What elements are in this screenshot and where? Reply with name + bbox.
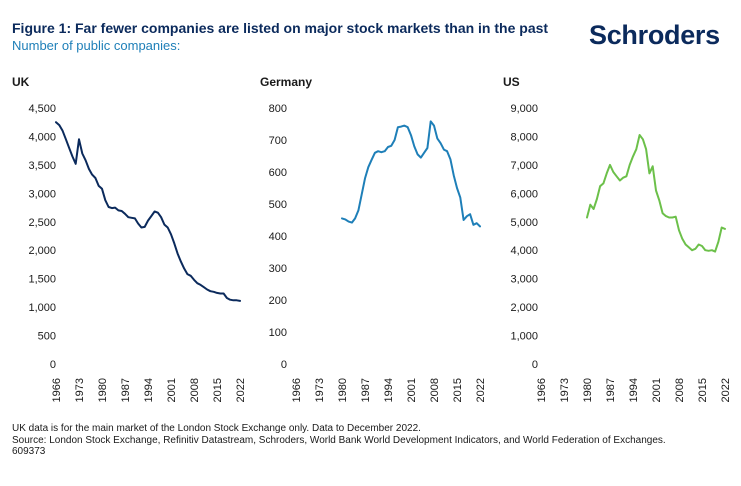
uk-y-tick-label: 4,500	[28, 103, 56, 115]
germany-x-tick-label: 1994	[383, 378, 395, 402]
germany-x-tick-label: 1973	[314, 378, 326, 402]
us-y-tick-label: 7,000	[510, 160, 538, 172]
us-x-tick-label: 2008	[674, 378, 686, 402]
us-y-tick-label: 0	[532, 359, 538, 371]
uk-x-tick-label: 1987	[120, 378, 132, 402]
germany-y-tick-label: 400	[269, 231, 287, 243]
us-x-tick-label: 2001	[651, 378, 663, 402]
uk-y-tick-label: 2,000	[28, 245, 56, 257]
uk-x-tick-label: 2008	[189, 378, 201, 402]
germany-x-tick-label: 2022	[475, 378, 487, 402]
us-y-tick-label: 8,000	[510, 131, 538, 143]
us-y-tick-label: 3,000	[510, 274, 538, 286]
germany-y-tick-label: 200	[269, 295, 287, 307]
germany-y-tick-label: 600	[269, 167, 287, 179]
germany-series-line	[341, 120, 481, 228]
uk-chart: UK 0 500 1,000 1,500 2,000 2,500 3,000 3,500 4,00…	[12, 75, 247, 402]
germany-y-tick-label: 100	[269, 327, 287, 339]
germany-y-tick-label: 800	[269, 103, 287, 115]
germany-x-tick-label: 2015	[452, 378, 464, 402]
us-x-tick-label: 2022	[720, 378, 732, 402]
uk-y-tick-label: 500	[38, 331, 56, 343]
uk-x-tick-label: 1973	[74, 378, 86, 402]
uk-y-tick-label: 2,500	[28, 217, 56, 229]
us-x-tick-label: 2015	[697, 378, 709, 402]
uk-y-tick-label: 1,000	[28, 302, 56, 314]
uk-y-tick-label: 3,000	[28, 188, 56, 200]
us-chart: US 0 1,000 2,000 3,000 4,000 5,000 6,000 7,000 8,…	[503, 75, 732, 402]
us-x-tick-label: 1966	[536, 378, 548, 402]
germany-x-tick-label: 1980	[337, 378, 349, 402]
uk-y-tick-label: 3,500	[28, 160, 56, 172]
us-x-tick-label: 1987	[605, 378, 617, 402]
us-y-tick-label: 6,000	[510, 188, 538, 200]
schroders-logo: Schroders	[589, 20, 720, 50]
us-y-tick-label: 2,000	[510, 302, 538, 314]
footer: UK data is for the main market of the Lo…	[12, 423, 666, 458]
footer-note: UK data is for the main market of the Lo…	[12, 423, 421, 434]
us-chart-title: US	[503, 75, 520, 89]
us-x-tick-label: 1980	[582, 378, 594, 402]
figure-title: Figure 1: Far fewer companies are listed…	[12, 20, 549, 36]
uk-chart-title: UK	[12, 75, 30, 89]
germany-x-tick-label: 1987	[360, 378, 372, 402]
germany-x-tick-label: 2001	[406, 378, 418, 402]
us-y-tick-label: 1,000	[510, 331, 538, 343]
uk-x-tick-label: 1966	[51, 378, 63, 402]
footer-source: Source: London Stock Exchange, Refinitiv…	[12, 434, 666, 446]
germany-y-tick-label: 300	[269, 263, 287, 275]
us-y-tick-label: 4,000	[510, 245, 538, 257]
germany-y-tick-label: 500	[269, 199, 287, 211]
us-series-line	[586, 134, 726, 253]
germany-chart: Germany 0 100 200 300 400 500 600 700 800 1966 1973…	[260, 75, 487, 402]
uk-x-tick-label: 1994	[143, 378, 155, 402]
germany-x-tick-label: 1966	[291, 378, 303, 402]
us-y-tick-label: 5,000	[510, 217, 538, 229]
header: Figure 1: Far fewer companies are listed…	[12, 20, 572, 54]
us-y-tick-label: 9,000	[510, 103, 538, 115]
us-x-tick-label: 1994	[628, 378, 640, 402]
uk-y-tick-label: 0	[50, 359, 56, 371]
uk-y-tick-label: 1,500	[28, 274, 56, 286]
uk-x-tick-label: 2015	[212, 378, 224, 402]
germany-y-tick-label: 0	[281, 359, 287, 371]
us-x-tick-label: 1973	[559, 378, 571, 402]
uk-y-tick-label: 4,000	[28, 131, 56, 143]
uk-x-tick-label: 1980	[97, 378, 109, 402]
uk-series-line	[55, 121, 241, 302]
uk-x-tick-label: 2022	[235, 378, 247, 402]
germany-x-tick-label: 2008	[429, 378, 441, 402]
uk-x-tick-label: 2001	[166, 378, 178, 402]
footer-code: 609373	[12, 446, 46, 457]
germany-y-tick-label: 700	[269, 135, 287, 147]
figure-subtitle: Number of public companies:	[12, 38, 181, 53]
charts-area: UK 0 500 1,000 1,500 2,000 2,500 3,000 3,500 4,00…	[12, 75, 732, 402]
germany-chart-title: Germany	[260, 75, 312, 89]
